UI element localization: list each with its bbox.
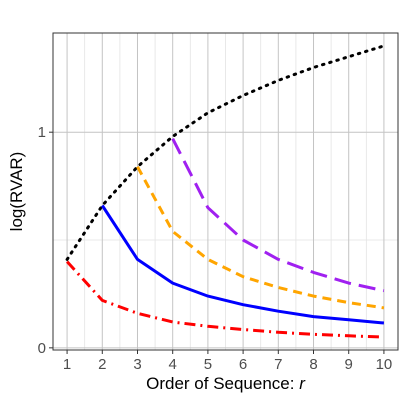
x-tick-label: 5 — [204, 356, 212, 373]
series-line-3 — [101, 204, 385, 325]
x-tick-label: 1 — [63, 356, 71, 373]
x-tick-label: 2 — [98, 356, 106, 373]
y-axis-label: log(RVAR) — [7, 152, 26, 232]
series-line-4 — [136, 165, 385, 310]
x-tick-label: 3 — [133, 356, 141, 373]
series-group — [65, 44, 386, 339]
x-axis-label-text: Order of Sequence: — [146, 374, 299, 393]
plot-frame — [52, 32, 399, 351]
x-tick-label: 9 — [345, 356, 353, 373]
series-line-5 — [171, 138, 385, 293]
x-axis-label-variable: r — [299, 374, 306, 393]
grid — [53, 33, 398, 350]
y-tick-label: 0 — [38, 340, 46, 357]
series-line-2 — [65, 260, 384, 339]
x-tick-label: 7 — [274, 356, 282, 373]
x-tick-label: 6 — [239, 356, 247, 373]
y-tick-label: 1 — [38, 124, 46, 141]
series-line-1 — [65, 44, 386, 261]
x-tick-label: 4 — [169, 356, 177, 373]
x-axis-label: Order of Sequence: r — [146, 374, 306, 393]
x-tick-label: 10 — [376, 356, 393, 373]
x-tick-label: 8 — [309, 356, 317, 373]
